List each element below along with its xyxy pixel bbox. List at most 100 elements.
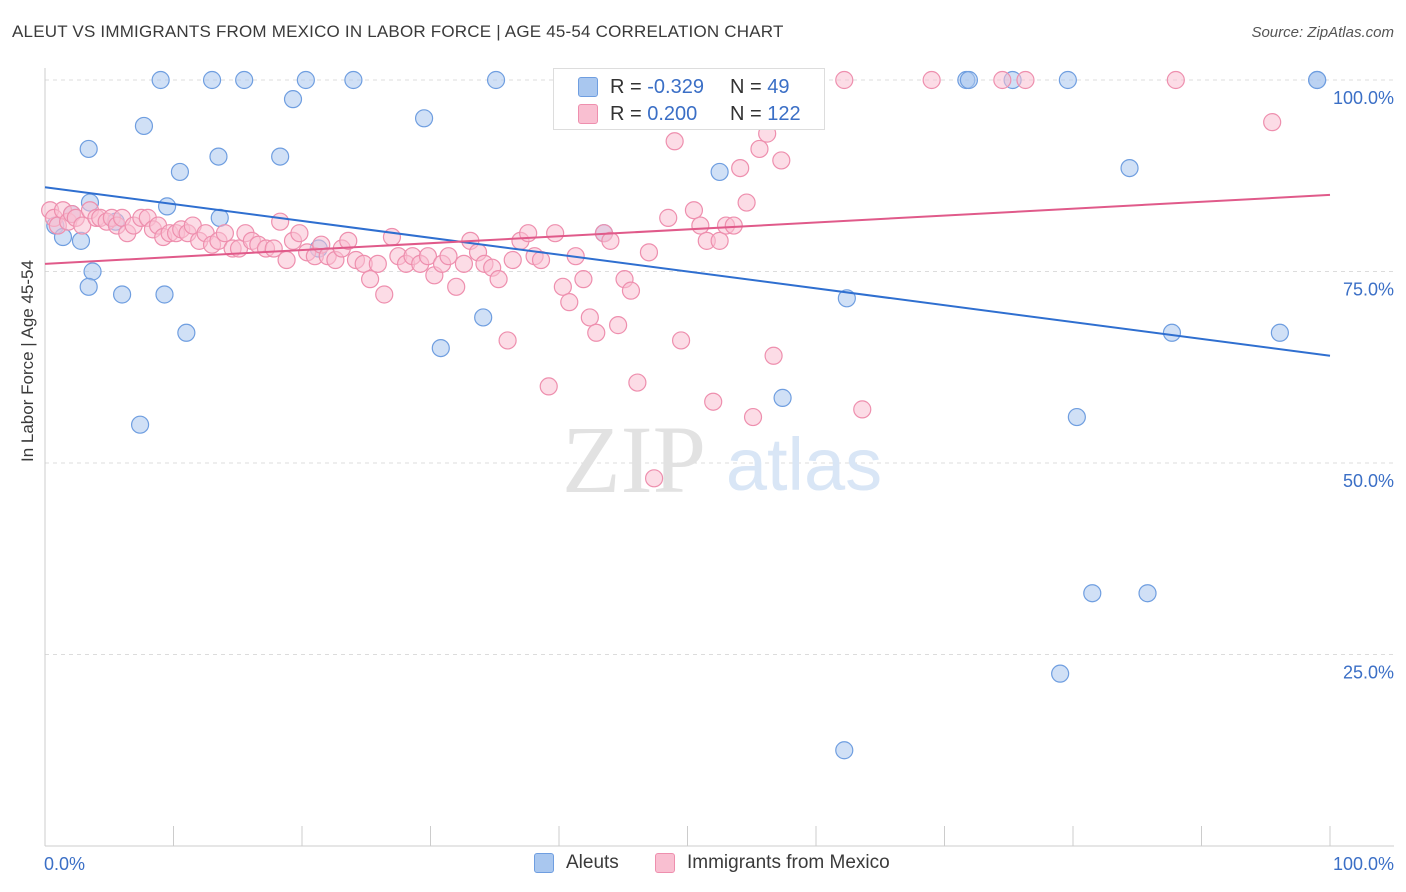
data-point xyxy=(79,139,98,159)
data-point xyxy=(157,197,177,216)
r-value-mexico: 0.200 xyxy=(647,102,698,125)
data-point xyxy=(498,331,517,350)
data-point xyxy=(454,254,474,273)
legend-swatch-mexico xyxy=(655,853,675,873)
data-point xyxy=(665,132,684,151)
data-point xyxy=(621,281,641,300)
data-point xyxy=(439,247,458,266)
data-point xyxy=(151,70,170,90)
source-label: Source: ZipAtlas.com xyxy=(1251,24,1394,41)
data-point xyxy=(418,247,438,266)
data-point xyxy=(503,250,522,270)
series-aleuts xyxy=(46,70,1327,760)
data-point xyxy=(235,70,254,90)
data-point xyxy=(277,250,296,270)
data-point xyxy=(431,339,450,358)
data-point xyxy=(134,116,154,136)
data-point xyxy=(271,212,290,231)
data-point xyxy=(574,270,593,289)
data-point xyxy=(704,392,723,411)
data-point xyxy=(1138,584,1157,603)
r-label: R = xyxy=(610,75,642,98)
data-point xyxy=(724,216,743,235)
stats-swatch-aleuts xyxy=(578,77,598,97)
data-point xyxy=(853,400,872,419)
data-point xyxy=(170,162,190,182)
data-point xyxy=(130,415,150,434)
data-point xyxy=(639,243,659,262)
data-point xyxy=(546,224,565,243)
data-point xyxy=(691,216,710,235)
tick-labels: 25.0% 50.0% 75.0% 100.0% 0.0% 100.0% xyxy=(44,88,1394,874)
data-point xyxy=(959,70,979,90)
data-point xyxy=(553,277,572,296)
data-point xyxy=(743,407,763,427)
data-point xyxy=(737,193,756,212)
stats-swatch-mexico xyxy=(578,104,598,124)
data-point xyxy=(1162,323,1182,342)
data-point xyxy=(993,70,1012,90)
data-point xyxy=(1083,584,1102,603)
data-point xyxy=(489,270,508,289)
data-point xyxy=(922,70,941,90)
data-point xyxy=(209,147,228,166)
series-immigrants-from-mexico xyxy=(41,70,1282,488)
y-tick-label: 75.0% xyxy=(1343,280,1394,300)
data-point xyxy=(772,151,791,170)
legend-label-mexico: Immigrants from Mexico xyxy=(687,852,890,873)
data-point xyxy=(155,285,174,304)
legend-label-aleuts: Aleuts xyxy=(566,852,619,873)
y-tick-label: 50.0% xyxy=(1343,471,1394,491)
data-point xyxy=(539,377,558,396)
legend-item-aleuts[interactable]: Aleuts xyxy=(534,852,619,874)
data-point xyxy=(710,162,729,182)
data-point xyxy=(1051,664,1070,683)
data-point xyxy=(837,289,856,308)
n-label: N = xyxy=(730,75,762,98)
data-point xyxy=(835,741,854,760)
data-point xyxy=(580,308,599,327)
watermark-zip: ZIP xyxy=(562,406,706,513)
r-value-aleuts: -0.329 xyxy=(647,75,704,98)
legend-item-mexico[interactable]: Immigrants from Mexico xyxy=(655,852,890,874)
data-point xyxy=(684,201,704,220)
data-point xyxy=(375,285,394,304)
legend-swatch-aleuts xyxy=(534,853,554,873)
axes xyxy=(44,68,1394,847)
data-point xyxy=(1067,407,1086,427)
data-point xyxy=(71,231,91,250)
data-point xyxy=(215,224,234,243)
data-point xyxy=(447,277,466,296)
data-point xyxy=(486,70,506,90)
x-tick-label-min: 0.0% xyxy=(44,854,85,874)
data-point xyxy=(1120,158,1139,178)
data-point xyxy=(1166,70,1185,90)
data-point xyxy=(296,70,315,90)
data-point xyxy=(368,254,387,273)
data-point xyxy=(835,70,854,90)
data-point xyxy=(764,346,783,365)
data-point xyxy=(1270,323,1289,342)
data-point xyxy=(1016,70,1035,90)
data-point xyxy=(271,147,290,166)
data-point xyxy=(1058,70,1077,90)
data-point xyxy=(659,208,678,227)
data-point xyxy=(73,216,92,235)
r-label: R = xyxy=(610,102,642,125)
data-point xyxy=(609,316,628,335)
data-point xyxy=(601,231,620,250)
watermark-atlas: atlas xyxy=(726,423,882,506)
data-point xyxy=(587,323,606,342)
data-point xyxy=(283,90,303,109)
data-point xyxy=(83,262,102,281)
legend: Aleuts Immigrants from Mexico xyxy=(0,852,1406,878)
data-point xyxy=(344,70,363,90)
data-point xyxy=(560,293,579,312)
data-point xyxy=(671,331,691,350)
data-point xyxy=(112,285,132,304)
data-point xyxy=(750,139,769,159)
data-point xyxy=(177,323,196,342)
data-point xyxy=(474,308,493,327)
y-axis-label: In Labor Force | Age 45-54 xyxy=(18,260,37,462)
n-label: N = xyxy=(730,102,762,125)
